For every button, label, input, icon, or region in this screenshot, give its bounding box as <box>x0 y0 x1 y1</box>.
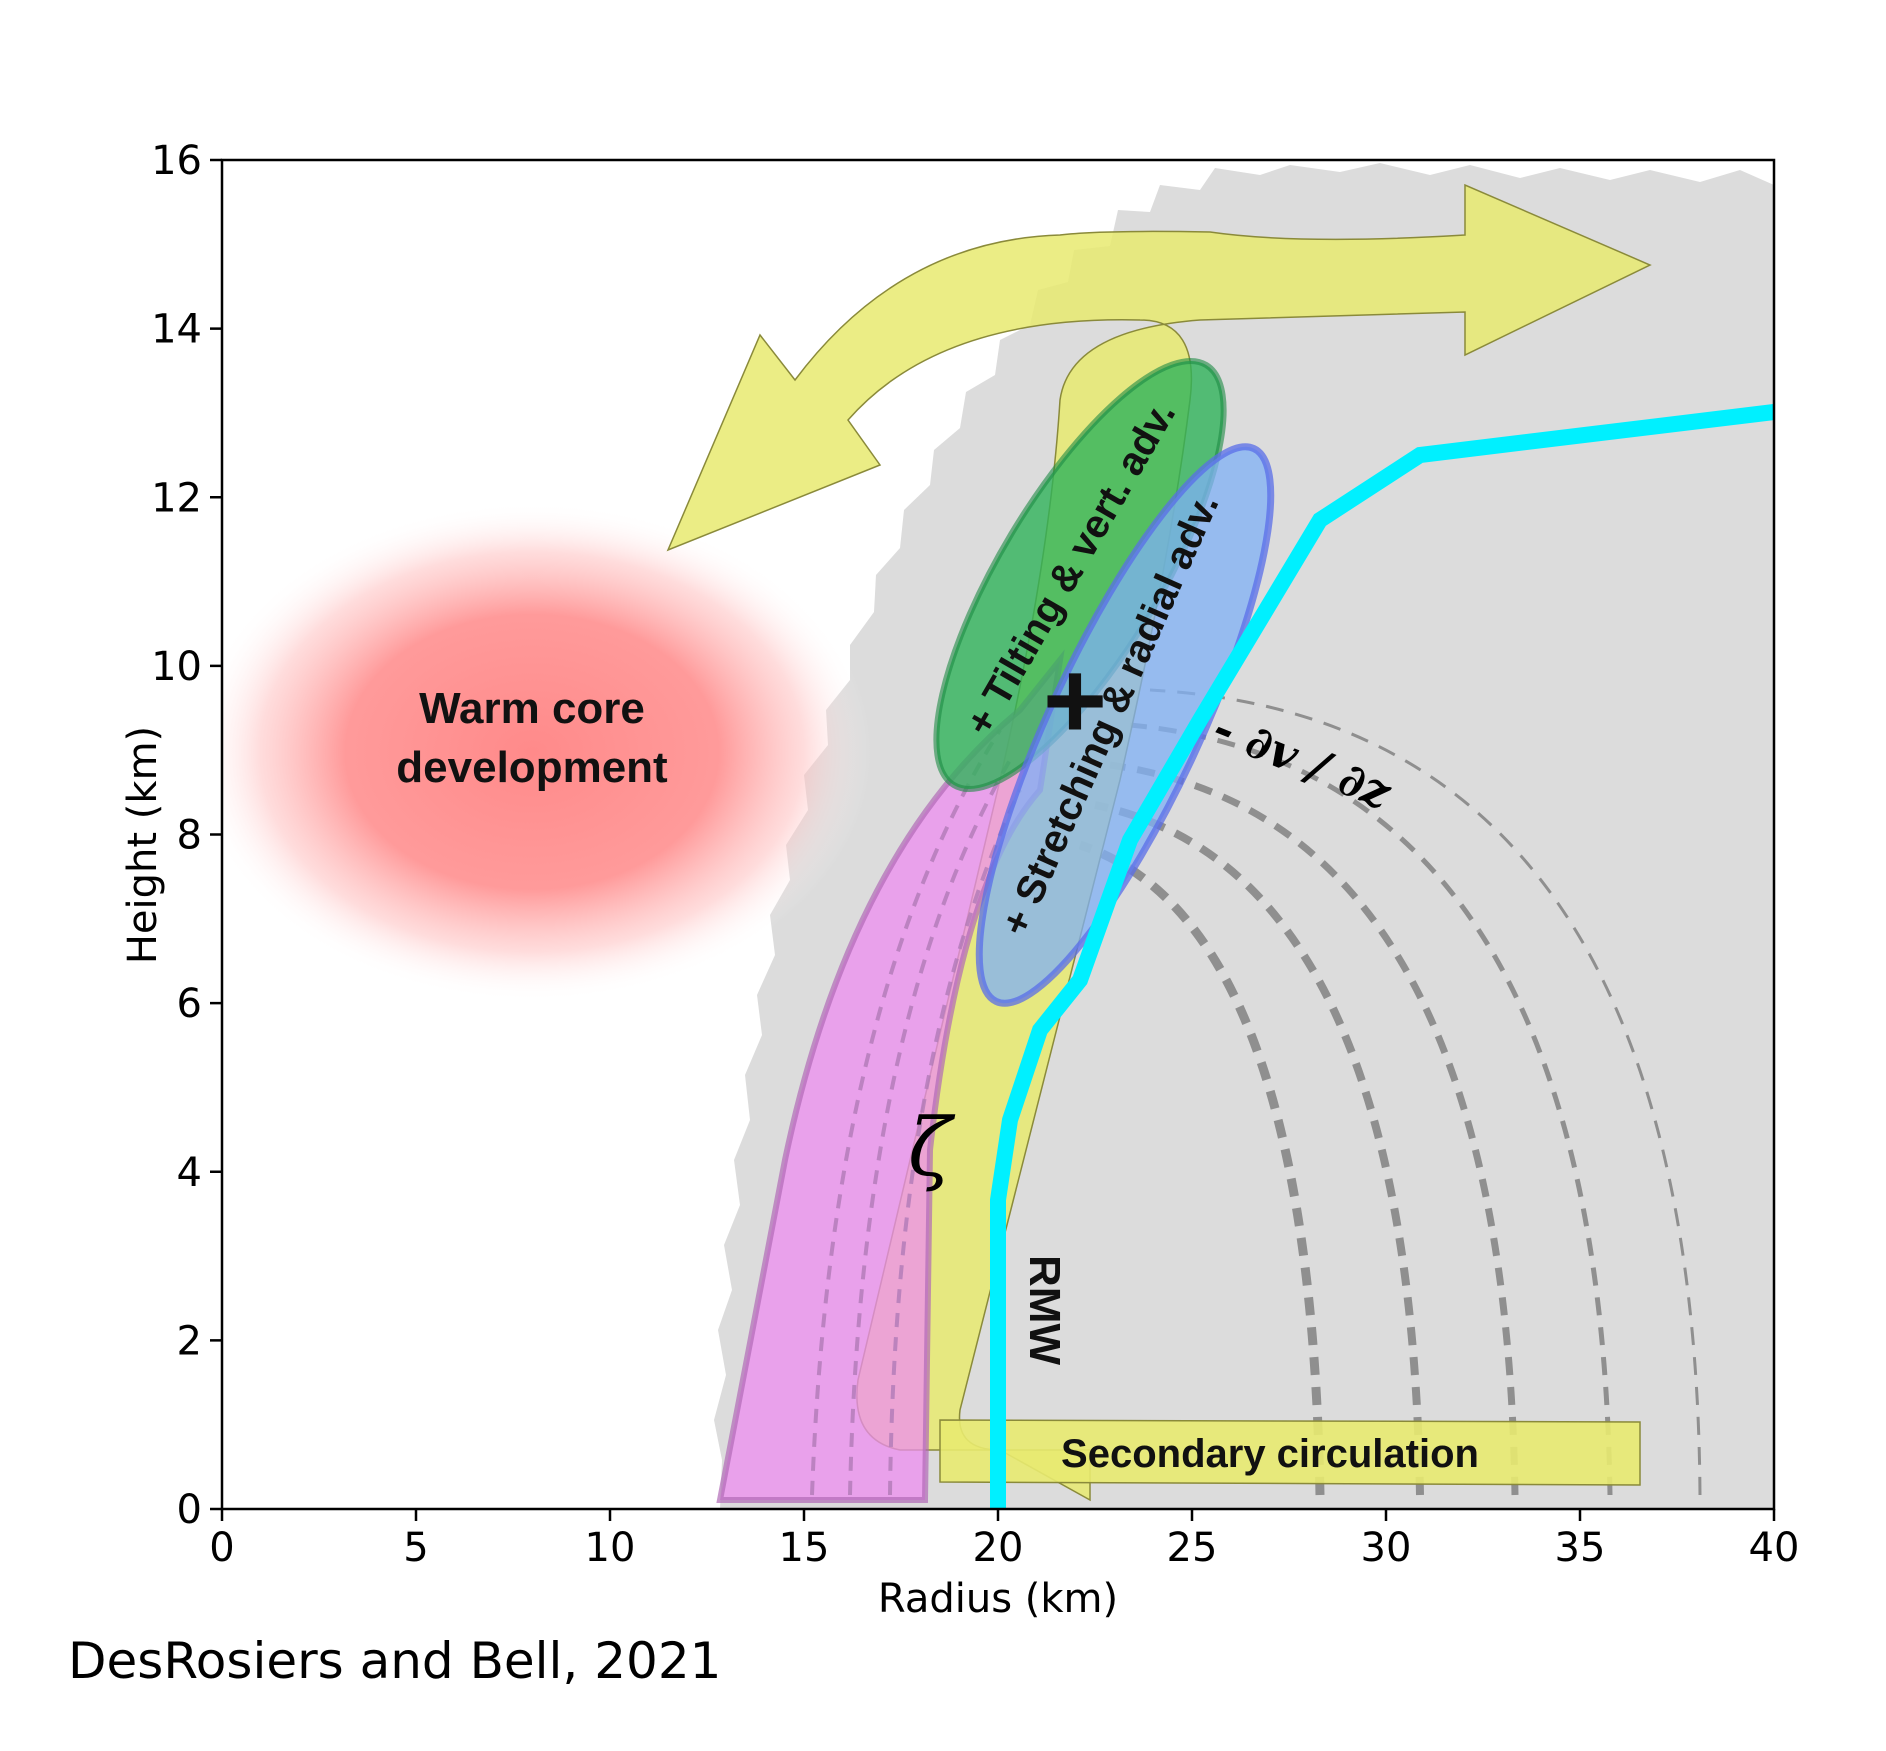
plus-marker: + <box>1043 639 1107 762</box>
y-tick-label: 10 <box>151 644 202 690</box>
y-axis-ticks: 0 2 4 6 8 10 12 14 16 <box>151 138 222 1533</box>
x-tick-label: 40 <box>1749 1525 1800 1571</box>
x-tick-label: 10 <box>585 1525 636 1571</box>
secondary-circulation-label: Secondary circulation <box>1061 1432 1479 1476</box>
y-tick-label: 12 <box>151 475 202 521</box>
x-tick-label: 0 <box>209 1525 234 1571</box>
rmw-label: RMW <box>1020 1255 1069 1365</box>
y-tick-label: 8 <box>177 813 202 859</box>
warm-core-label-line1: Warm core <box>419 684 645 733</box>
stretching-ellipse <box>975 443 1275 1007</box>
x-tick-label: 20 <box>973 1525 1024 1571</box>
y-tick-label: 2 <box>177 1318 202 1364</box>
x-tick-label: 35 <box>1555 1525 1606 1571</box>
warm-core-blob <box>222 502 872 1002</box>
y-tick-label: 14 <box>151 307 202 353</box>
zeta-symbol: ζ <box>908 1101 956 1194</box>
dvdz-dashed-arcs <box>1078 688 1702 1496</box>
rmw-line <box>990 404 1775 1509</box>
y-tick-label: 0 <box>177 1487 202 1533</box>
x-tick-label: 5 <box>403 1525 428 1571</box>
y-axis-label: Height (km) <box>120 726 166 964</box>
x-axis-label: Radius (km) <box>878 1576 1118 1622</box>
y-tick-label: 6 <box>177 981 202 1027</box>
y-tick-label: 16 <box>151 138 202 184</box>
citation: DesRosiers and Bell, 2021 <box>68 1632 722 1690</box>
warm-core-label-line2: development <box>396 743 668 792</box>
x-axis-ticks: 0 5 10 15 20 25 30 35 40 <box>209 1509 1799 1571</box>
x-tick-label: 30 <box>1361 1525 1412 1571</box>
y-tick-label: 4 <box>177 1150 202 1196</box>
x-tick-label: 25 <box>1167 1525 1218 1571</box>
x-tick-label: 15 <box>779 1525 830 1571</box>
